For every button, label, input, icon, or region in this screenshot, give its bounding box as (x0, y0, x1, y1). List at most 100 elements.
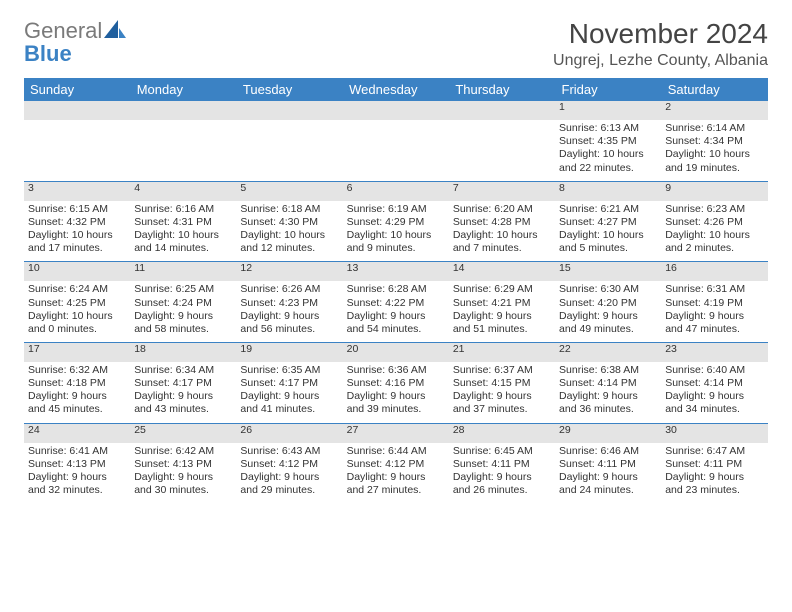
day-cell-body: Sunrise: 6:15 AMSunset: 4:32 PMDaylight:… (28, 201, 126, 256)
title-block: November 2024 Ungrej, Lezhe County, Alba… (553, 18, 768, 70)
location: Ungrej, Lezhe County, Albania (553, 52, 768, 70)
daylight-line-1: Daylight: 9 hours (559, 390, 657, 403)
day-number-row: 24252627282930 (24, 423, 768, 443)
day-number-row: 10111213141516 (24, 262, 768, 282)
day-number: 24 (24, 423, 130, 443)
day-number: 6 (343, 181, 449, 201)
day-cell: Sunrise: 6:21 AMSunset: 4:27 PMDaylight:… (555, 201, 661, 262)
day-cell: Sunrise: 6:42 AMSunset: 4:13 PMDaylight:… (130, 443, 236, 504)
header: General Blue November 2024 Ungrej, Lezhe… (24, 18, 768, 70)
day-cell-body: Sunrise: 6:28 AMSunset: 4:22 PMDaylight:… (347, 281, 445, 336)
day-cell: Sunrise: 6:36 AMSunset: 4:16 PMDaylight:… (343, 362, 449, 423)
sunset-line: Sunset: 4:18 PM (28, 377, 126, 390)
day-cell: Sunrise: 6:35 AMSunset: 4:17 PMDaylight:… (236, 362, 342, 423)
sunrise-line: Sunrise: 6:20 AM (453, 203, 551, 216)
daylight-line-2: and 29 minutes. (240, 484, 338, 497)
sunrise-line: Sunrise: 6:41 AM (28, 445, 126, 458)
day-cell-body: Sunrise: 6:26 AMSunset: 4:23 PMDaylight:… (240, 281, 338, 336)
sunrise-line: Sunrise: 6:35 AM (240, 364, 338, 377)
daylight-line-2: and 47 minutes. (665, 323, 763, 336)
calendar-body: 12 Sunrise: 6:13 AMSunset: 4:35 PMDaylig… (24, 101, 768, 503)
daylight-line-1: Daylight: 9 hours (665, 310, 763, 323)
day-cell-body: Sunrise: 6:16 AMSunset: 4:31 PMDaylight:… (134, 201, 232, 256)
day-cell (449, 120, 555, 181)
daylight-line-2: and 39 minutes. (347, 403, 445, 416)
daylight-line-1: Daylight: 9 hours (134, 390, 232, 403)
logo-text-blue: Blue (24, 41, 72, 66)
daylight-line-1: Daylight: 9 hours (134, 471, 232, 484)
day-body-row: Sunrise: 6:41 AMSunset: 4:13 PMDaylight:… (24, 443, 768, 504)
sunrise-line: Sunrise: 6:14 AM (665, 122, 763, 135)
day-number (449, 101, 555, 120)
sunset-line: Sunset: 4:29 PM (347, 216, 445, 229)
sunset-line: Sunset: 4:23 PM (240, 297, 338, 310)
day-cell: Sunrise: 6:16 AMSunset: 4:31 PMDaylight:… (130, 201, 236, 262)
day-cell-body: Sunrise: 6:23 AMSunset: 4:26 PMDaylight:… (665, 201, 763, 256)
day-number: 4 (130, 181, 236, 201)
sunset-line: Sunset: 4:31 PM (134, 216, 232, 229)
day-number: 21 (449, 342, 555, 362)
day-cell-body: Sunrise: 6:13 AMSunset: 4:35 PMDaylight:… (559, 120, 657, 175)
day-cell-body: Sunrise: 6:37 AMSunset: 4:15 PMDaylight:… (453, 362, 551, 417)
sunset-line: Sunset: 4:24 PM (134, 297, 232, 310)
day-cell-body: Sunrise: 6:42 AMSunset: 4:13 PMDaylight:… (134, 443, 232, 498)
sunrise-line: Sunrise: 6:43 AM (240, 445, 338, 458)
sunrise-line: Sunrise: 6:40 AM (665, 364, 763, 377)
daylight-line-2: and 22 minutes. (559, 162, 657, 175)
sunrise-line: Sunrise: 6:16 AM (134, 203, 232, 216)
weekday-header: Monday (130, 78, 236, 101)
day-number: 12 (236, 262, 342, 282)
day-number: 16 (661, 262, 767, 282)
day-cell-body: Sunrise: 6:46 AMSunset: 4:11 PMDaylight:… (559, 443, 657, 498)
day-number: 27 (343, 423, 449, 443)
sunset-line: Sunset: 4:34 PM (665, 135, 763, 148)
sunset-line: Sunset: 4:22 PM (347, 297, 445, 310)
sunrise-line: Sunrise: 6:18 AM (240, 203, 338, 216)
daylight-line-2: and 24 minutes. (559, 484, 657, 497)
sunset-line: Sunset: 4:13 PM (134, 458, 232, 471)
sunrise-line: Sunrise: 6:30 AM (559, 283, 657, 296)
daylight-line-1: Daylight: 9 hours (559, 471, 657, 484)
sunrise-line: Sunrise: 6:46 AM (559, 445, 657, 458)
day-cell-body: Sunrise: 6:35 AMSunset: 4:17 PMDaylight:… (240, 362, 338, 417)
day-cell-body: Sunrise: 6:40 AMSunset: 4:14 PMDaylight:… (665, 362, 763, 417)
daylight-line-2: and 26 minutes. (453, 484, 551, 497)
daylight-line-2: and 32 minutes. (28, 484, 126, 497)
daylight-line-1: Daylight: 9 hours (240, 390, 338, 403)
sunset-line: Sunset: 4:32 PM (28, 216, 126, 229)
sail-icon (104, 20, 126, 38)
day-cell: Sunrise: 6:30 AMSunset: 4:20 PMDaylight:… (555, 281, 661, 342)
day-cell-body: Sunrise: 6:43 AMSunset: 4:12 PMDaylight:… (240, 443, 338, 498)
sunrise-line: Sunrise: 6:15 AM (28, 203, 126, 216)
sunrise-line: Sunrise: 6:25 AM (134, 283, 232, 296)
day-cell-body: Sunrise: 6:21 AMSunset: 4:27 PMDaylight:… (559, 201, 657, 256)
daylight-line-1: Daylight: 10 hours (559, 148, 657, 161)
day-number: 29 (555, 423, 661, 443)
daylight-line-2: and 23 minutes. (665, 484, 763, 497)
weekday-header: Friday (555, 78, 661, 101)
sunset-line: Sunset: 4:13 PM (28, 458, 126, 471)
daylight-line-1: Daylight: 10 hours (28, 229, 126, 242)
day-cell: Sunrise: 6:40 AMSunset: 4:14 PMDaylight:… (661, 362, 767, 423)
daylight-line-2: and 19 minutes. (665, 162, 763, 175)
sunrise-line: Sunrise: 6:24 AM (28, 283, 126, 296)
sunrise-line: Sunrise: 6:26 AM (240, 283, 338, 296)
day-cell: Sunrise: 6:19 AMSunset: 4:29 PMDaylight:… (343, 201, 449, 262)
daylight-line-1: Daylight: 9 hours (665, 390, 763, 403)
daylight-line-1: Daylight: 10 hours (665, 229, 763, 242)
calendar-table: Sunday Monday Tuesday Wednesday Thursday… (24, 78, 768, 503)
day-cell (24, 120, 130, 181)
daylight-line-2: and 27 minutes. (347, 484, 445, 497)
daylight-line-2: and 36 minutes. (559, 403, 657, 416)
daylight-line-2: and 14 minutes. (134, 242, 232, 255)
daylight-line-2: and 41 minutes. (240, 403, 338, 416)
daylight-line-1: Daylight: 9 hours (28, 390, 126, 403)
daylight-line-2: and 56 minutes. (240, 323, 338, 336)
day-cell: Sunrise: 6:29 AMSunset: 4:21 PMDaylight:… (449, 281, 555, 342)
daylight-line-2: and 54 minutes. (347, 323, 445, 336)
daylight-line-2: and 45 minutes. (28, 403, 126, 416)
day-cell: Sunrise: 6:24 AMSunset: 4:25 PMDaylight:… (24, 281, 130, 342)
daylight-line-1: Daylight: 10 hours (665, 148, 763, 161)
sunset-line: Sunset: 4:11 PM (559, 458, 657, 471)
day-cell: Sunrise: 6:47 AMSunset: 4:11 PMDaylight:… (661, 443, 767, 504)
